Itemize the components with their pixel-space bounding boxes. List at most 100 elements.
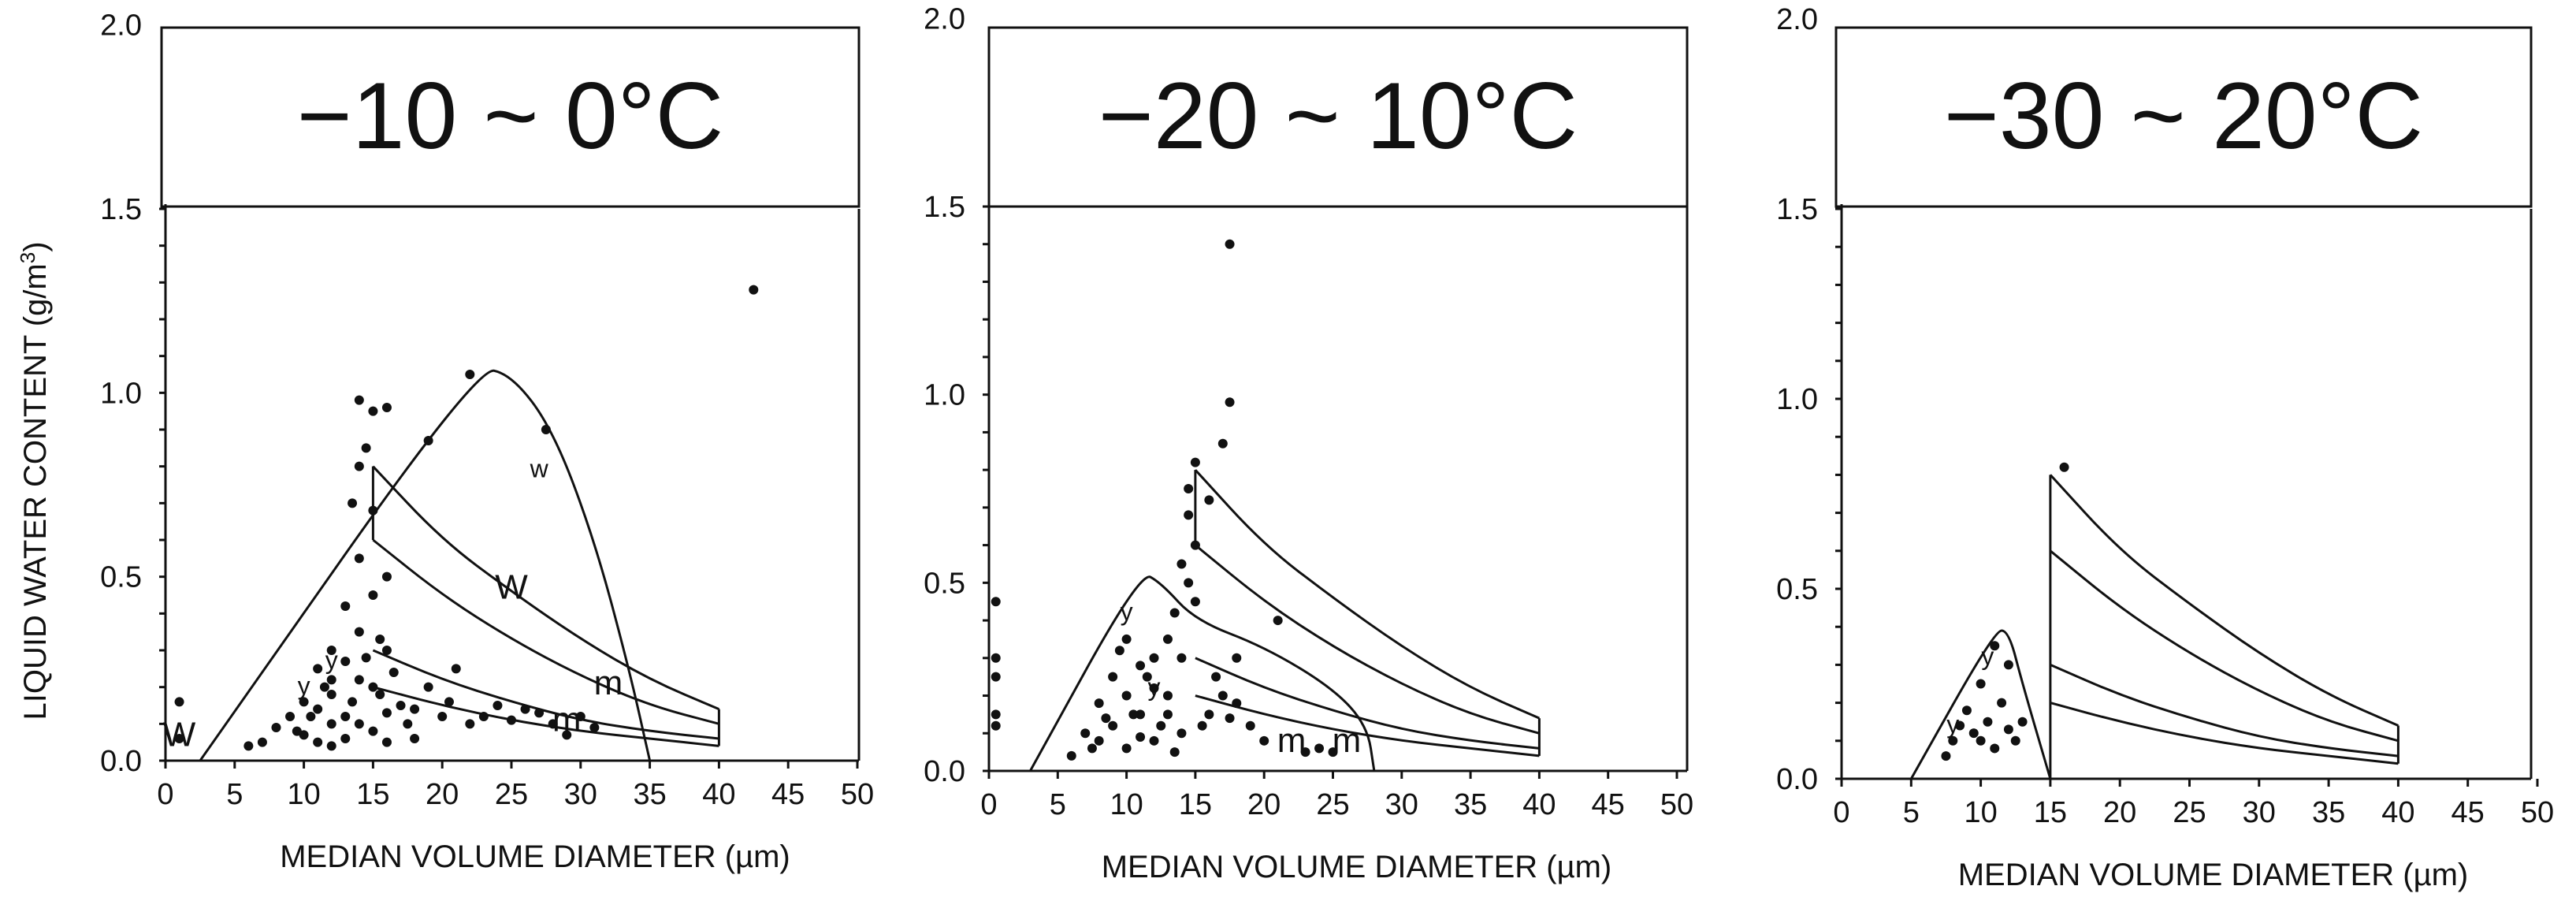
data-point bbox=[299, 697, 309, 707]
data-point bbox=[340, 657, 351, 666]
data-point bbox=[478, 712, 489, 721]
data-point bbox=[340, 734, 351, 743]
data-point bbox=[1136, 709, 1146, 720]
y-tick-label: 2.0 bbox=[1776, 3, 1818, 36]
data-point bbox=[589, 723, 600, 732]
data-point bbox=[1114, 646, 1124, 656]
data-point bbox=[541, 425, 551, 434]
data-point bbox=[1204, 495, 1214, 505]
x-tick-label: 20 bbox=[426, 778, 459, 811]
data-point bbox=[1169, 608, 1180, 618]
x-axis-title: MEDIAN VOLUME DIAMETER (µm) bbox=[1102, 850, 1612, 884]
data-point bbox=[368, 726, 378, 736]
y-tick-label: 1.5 bbox=[924, 191, 965, 224]
data-point bbox=[2003, 660, 2013, 670]
point-marker: y bbox=[1946, 710, 1959, 739]
panel-title: −30 ~ 20°C bbox=[1944, 63, 2423, 169]
data-point bbox=[2010, 735, 2020, 746]
data-point bbox=[1149, 653, 1159, 663]
panel-1: −10 ~ 0°C 0.0 0.5 1.0 1.5 2.0 0 5 10 15 20 25 30 35 40… bbox=[100, 9, 874, 874]
data-point bbox=[354, 675, 364, 685]
data-point bbox=[991, 672, 1001, 682]
data-point bbox=[348, 697, 358, 707]
data-point bbox=[354, 553, 364, 564]
data-point bbox=[326, 646, 336, 655]
data-point bbox=[1245, 720, 1255, 731]
envelope-curve bbox=[2050, 664, 2399, 758]
envelope-curve bbox=[1194, 544, 1540, 735]
data-point bbox=[1328, 747, 1338, 758]
x-axis-title: MEDIAN VOLUME DIAMETER (µm) bbox=[280, 839, 790, 874]
data-point bbox=[1176, 728, 1187, 739]
data-point bbox=[1184, 510, 1194, 520]
x-tick-label: 25 bbox=[1316, 788, 1349, 821]
data-point bbox=[368, 682, 378, 692]
x-tick-label: 30 bbox=[2243, 796, 2276, 829]
x-tick-label: 30 bbox=[564, 778, 597, 811]
y-tick-label: 2.0 bbox=[924, 2, 965, 35]
data-point bbox=[1162, 709, 1173, 720]
data-point bbox=[1176, 653, 1187, 663]
data-point bbox=[1941, 751, 1951, 761]
data-point bbox=[1948, 735, 1958, 746]
data-point bbox=[1184, 484, 1194, 493]
x-tick-label: 35 bbox=[1454, 788, 1487, 821]
y-tick-label: 1.0 bbox=[1776, 383, 1818, 416]
y-tick-label: 0.5 bbox=[100, 561, 142, 594]
data-point bbox=[306, 712, 316, 721]
data-point bbox=[562, 730, 572, 740]
envelope-curve bbox=[2049, 474, 2399, 727]
x-tick-label: 40 bbox=[2381, 796, 2414, 829]
data-point bbox=[174, 697, 184, 707]
y-tick-label: 2.0 bbox=[100, 9, 142, 43]
data-point bbox=[292, 726, 302, 736]
data-point bbox=[361, 653, 371, 663]
data-point bbox=[1232, 653, 1242, 663]
data-point bbox=[326, 690, 336, 699]
data-point bbox=[1108, 720, 1118, 731]
data-point bbox=[1314, 743, 1325, 754]
x-axis-title: MEDIAN VOLUME DIAMETER (µm) bbox=[1958, 858, 2469, 892]
data-point bbox=[1983, 717, 1993, 727]
x-tick-label: 35 bbox=[2312, 796, 2345, 829]
envelope-curve bbox=[1195, 657, 1540, 750]
data-point bbox=[1990, 641, 2000, 651]
data-point bbox=[396, 701, 406, 710]
data-point bbox=[388, 668, 399, 677]
data-point bbox=[1961, 705, 1972, 716]
point-marker: m bbox=[552, 701, 582, 739]
data-point bbox=[1149, 683, 1159, 693]
data-point bbox=[368, 590, 378, 600]
data-point bbox=[1121, 743, 1132, 754]
y-tick-label: 1.0 bbox=[924, 379, 965, 412]
x-tick-label: 5 bbox=[1903, 796, 1920, 829]
data-point bbox=[1156, 720, 1166, 731]
data-point bbox=[534, 708, 545, 718]
envelope-curve bbox=[1194, 469, 1541, 720]
data-point bbox=[1190, 540, 1200, 550]
y-tick-label: 0.0 bbox=[924, 755, 965, 788]
data-point bbox=[2017, 717, 2028, 727]
x-tick-label: 50 bbox=[841, 778, 874, 811]
data-point bbox=[548, 719, 558, 729]
data-point bbox=[299, 730, 309, 740]
data-point bbox=[1094, 698, 1104, 709]
data-point bbox=[1197, 720, 1207, 731]
data-point bbox=[2003, 724, 2013, 735]
x-tick-label: 15 bbox=[356, 778, 389, 811]
x-tick-label: 5 bbox=[226, 778, 243, 811]
data-point bbox=[375, 635, 385, 644]
data-point bbox=[1080, 728, 1091, 739]
data-point bbox=[410, 704, 420, 714]
point-marker: y bbox=[298, 672, 310, 700]
data-point bbox=[1169, 747, 1180, 758]
data-point bbox=[354, 719, 364, 729]
point-marker: W bbox=[163, 715, 196, 754]
x-tick-label: 15 bbox=[1179, 788, 1212, 821]
data-point bbox=[348, 498, 358, 508]
data-point bbox=[1066, 750, 1076, 761]
title-box bbox=[1834, 26, 2533, 208]
y-tick-label: 0.0 bbox=[100, 745, 142, 778]
y-tick-label: 1.5 bbox=[1776, 193, 1818, 226]
envelope-curve bbox=[373, 686, 719, 747]
